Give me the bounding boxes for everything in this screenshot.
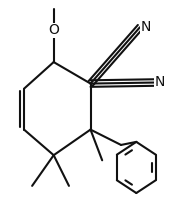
Text: N: N (140, 20, 151, 34)
Text: O: O (48, 23, 59, 37)
Text: N: N (155, 75, 165, 89)
